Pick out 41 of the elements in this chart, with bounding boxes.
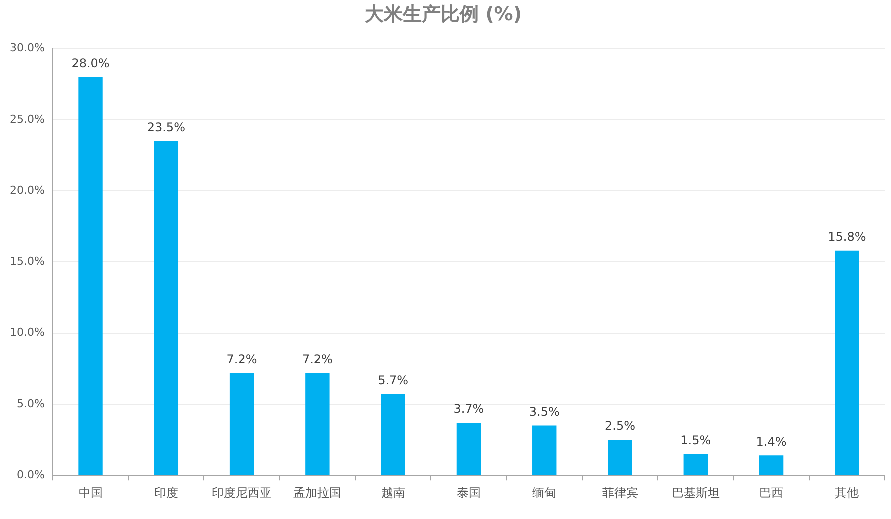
data-label: 15.8% xyxy=(828,230,866,244)
data-label: 7.2% xyxy=(226,352,258,366)
data-label: 7.2% xyxy=(302,352,333,366)
x-tick-label: 泰国 xyxy=(456,486,481,500)
data-label: 1.4% xyxy=(756,434,787,449)
data-label: 2.5% xyxy=(605,419,636,434)
data-label: 28.0% xyxy=(72,56,110,70)
x-tick-label: 巴西 xyxy=(760,486,784,500)
y-tick-label: 25.0% xyxy=(10,112,45,126)
x-tick-label: 孟加拉国 xyxy=(294,486,342,500)
x-tick-label: 印度尼西亚 xyxy=(212,486,272,500)
y-tick-label: 15.0% xyxy=(10,255,45,268)
data-label: 3.7% xyxy=(454,402,484,416)
bar xyxy=(78,77,103,476)
bar xyxy=(306,373,330,476)
y-tick-label: 5.0% xyxy=(16,397,45,410)
chart-title: 大米生产比例 (%) xyxy=(364,3,522,26)
x-tick-label: 中国 xyxy=(78,486,103,500)
x-tick-label: 越南 xyxy=(381,486,406,500)
x-tick-label: 印度 xyxy=(154,486,178,500)
x-tick-label: 菲律宾 xyxy=(602,486,638,500)
x-tick-label: 缅甸 xyxy=(532,486,557,500)
bar xyxy=(835,250,860,476)
bar xyxy=(684,454,708,476)
bar xyxy=(154,141,179,476)
bar xyxy=(759,456,784,476)
data-label: 23.5% xyxy=(147,120,186,134)
x-tick-label: 巴基斯坦 xyxy=(672,486,720,500)
y-tick-label: 10.0% xyxy=(10,326,45,340)
bar xyxy=(532,426,557,476)
bar xyxy=(456,422,482,476)
bar xyxy=(608,440,632,476)
y-tick-label: 20.0% xyxy=(10,184,45,197)
y-tick-label: 30.0% xyxy=(10,42,45,55)
data-label: 5.7% xyxy=(378,374,409,388)
bar xyxy=(381,394,406,476)
data-label: 3.5% xyxy=(529,404,560,419)
x-tick-label: 其他 xyxy=(835,486,860,500)
bar xyxy=(230,373,254,476)
data-label: 1.5% xyxy=(680,433,712,448)
y-tick-label: 0.0% xyxy=(16,468,45,482)
